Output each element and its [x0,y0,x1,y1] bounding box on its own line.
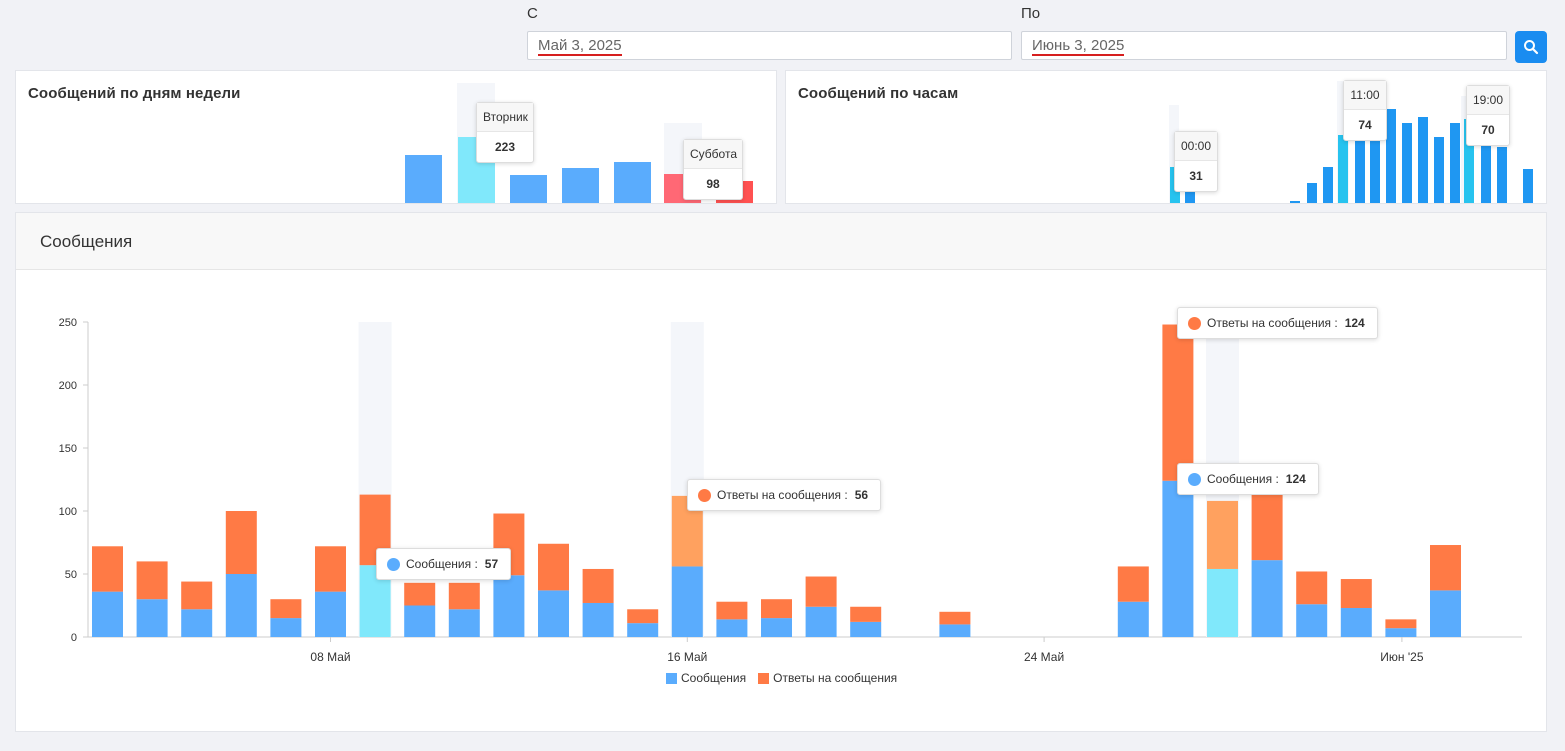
legend-label: Сообщения [681,671,747,685]
weekday-card: Сообщений по дням недели Вторник 223 Суб… [15,70,777,204]
hour-tooltip-0000: 00:00 31 [1174,131,1218,192]
hour-bar[interactable] [1338,135,1348,204]
from-label: С [527,5,538,22]
hour-bar[interactable] [1450,123,1460,204]
legend-swatch [666,672,677,684]
weekday-tooltip-tuesday: Вторник 223 [476,102,534,163]
hour-tooltip-1900: 19:00 70 [1466,85,1510,146]
to-date-input[interactable]: Июнь 3, 2025 [1021,31,1507,60]
tooltip-series: Ответы на сообщения : [717,488,848,502]
hour-tooltip-1100: 11:00 74 [1343,80,1387,141]
hour-bar[interactable] [1323,167,1333,204]
tooltip-value: 124 [1344,316,1365,330]
legend-swatch [758,672,770,684]
hour-bar[interactable] [1497,147,1507,204]
weekday-chart [405,83,753,204]
hour-bar[interactable] [1418,117,1428,204]
tooltip-series: Ответы на сообщения : [1207,316,1338,330]
from-date-input[interactable]: Май 3, 2025 [527,31,1012,60]
hour-bar[interactable] [1434,137,1444,204]
tooltip-value: 124 [1285,472,1306,486]
weekday-tooltip-saturday: Суббота 98 [683,139,743,200]
hour-bar[interactable] [1386,109,1396,204]
hour-bar[interactable] [1290,201,1300,204]
legend-item-replies[interactable]: Ответы на сообщения [758,671,897,685]
to-date-value: Июнь 3, 2025 [1032,37,1125,56]
tooltip-label: 19:00 [1467,86,1509,115]
replies-tooltip-may16: Ответы на сообщения : 56 [687,479,882,511]
hour-chart [1169,81,1533,204]
tooltip-value: 70 [1481,123,1495,137]
hour-card-title: Сообщений по часам [798,85,959,102]
tooltip-series: Сообщения : [1207,472,1279,486]
hour-bar[interactable] [1370,111,1380,204]
tooltip-label: 00:00 [1175,132,1217,161]
tooltip-value: 56 [854,488,869,502]
blue-dot-icon [1188,472,1201,486]
tooltip-series: Сообщения : [406,557,478,571]
blue-dot-icon [387,557,400,571]
hour-bar[interactable] [1481,125,1491,204]
tooltip-label: 11:00 [1344,81,1386,110]
tooltip-value: 57 [484,557,499,571]
tooltip-value: 223 [494,140,516,154]
tooltip-value: 98 [706,177,720,191]
orange-dot-icon [698,488,711,502]
hour-bar[interactable] [1355,115,1365,204]
messages-card-title: Сообщения [40,232,133,251]
weekday-bar[interactable] [510,175,547,204]
from-date-value: Май 3, 2025 [538,37,622,56]
weekday-card-title: Сообщений по дням недели [28,85,241,102]
weekday-bar[interactable] [562,168,599,204]
weekday-bar[interactable] [405,155,442,204]
messages-tooltip-may28: Сообщения : 124 [1177,463,1319,495]
orange-dot-icon [1188,316,1201,330]
replies-tooltip-may28: Ответы на сообщения : 124 [1177,307,1378,339]
hour-bar[interactable] [1307,183,1317,204]
weekday-bar[interactable] [614,162,651,204]
messages-tooltip-may9: Сообщения : 57 [376,548,512,580]
tooltip-value: 31 [1189,169,1203,183]
legend-label: Ответы на сообщения [773,671,898,685]
messages-card-header: Сообщения [16,213,1546,270]
search-button[interactable] [1515,31,1547,63]
tooltip-value: 74 [1358,118,1372,132]
hour-card: Сообщений по часам 00:00 31 11:00 74 19:… [785,70,1547,204]
search-icon [1524,40,1539,55]
legend-item-messages[interactable]: Сообщения [666,671,746,685]
tooltip-label: Вторник [477,103,533,132]
hour-bar[interactable] [1402,123,1412,204]
hour-bar[interactable] [1464,119,1474,204]
to-label: По [1021,5,1041,22]
tooltip-label: Суббота [684,140,742,169]
messages-legend: Сообщения Ответы на сообщения [666,671,909,685]
hour-bar[interactable] [1523,169,1533,204]
